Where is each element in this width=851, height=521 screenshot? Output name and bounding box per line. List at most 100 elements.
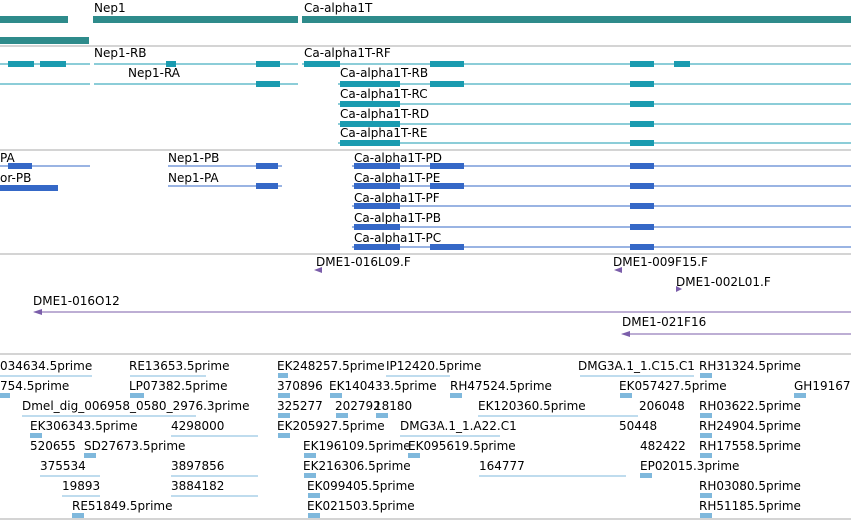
est-block[interactable] (700, 413, 712, 418)
clone-arrow[interactable] (314, 267, 322, 273)
clone-label[interactable]: DME1-016L09.F (316, 255, 411, 269)
transcript-label[interactable]: Ca-alpha1T-RB (340, 66, 428, 80)
transcript-label[interactable]: Nep1-PA (168, 171, 219, 185)
est-label[interactable]: RH17558.5prime (699, 439, 801, 453)
est-block[interactable] (700, 433, 712, 438)
est-block[interactable] (700, 513, 712, 518)
clone-label[interactable]: DME1-002L01.F (676, 275, 771, 289)
est-label[interactable]: RH31324.5prime (699, 359, 801, 373)
clone-label[interactable]: DME1-016O12 (33, 294, 120, 308)
est-label[interactable]: 206048 (639, 399, 685, 413)
est-block[interactable] (376, 413, 388, 418)
est-block[interactable] (700, 373, 712, 378)
est-label[interactable]: EK248257.5prime (277, 359, 385, 373)
transcript-label[interactable]: PA (0, 151, 15, 165)
est-block[interactable] (278, 373, 288, 378)
est-label[interactable]: 754.5prime (0, 379, 69, 393)
est-label[interactable]: IP12420.5prime (386, 359, 481, 373)
est-label[interactable]: Dmel_dig_006958_0580_2976.3prime (22, 399, 250, 413)
est-label[interactable]: RH24904.5prime (699, 419, 801, 433)
est-label[interactable]: 325277 (277, 399, 323, 413)
est-label[interactable]: 482422 (640, 439, 686, 453)
est-block[interactable] (330, 393, 342, 398)
est-label[interactable]: EP02015.3prime (640, 459, 739, 473)
transcript-label[interactable]: Nep1-PB (168, 151, 219, 165)
est-label[interactable]: EK140433.5prime (329, 379, 437, 393)
est-block[interactable] (308, 513, 320, 518)
est-label[interactable]: EK095619.5prime (408, 439, 516, 453)
est-label[interactable]: DMG3A.1_1.C15.C1 (578, 359, 695, 373)
transcript-label[interactable]: Ca-alpha1T-RC (340, 87, 428, 101)
transcript-label[interactable]: Ca-alpha1T-RD (340, 107, 429, 121)
est-label[interactable]: EK205927.5prime (277, 419, 385, 433)
clone-arrow[interactable] (614, 267, 622, 273)
transcript-label[interactable]: Ca-alpha1T-PF (354, 191, 440, 205)
est-block[interactable] (30, 433, 42, 438)
est-label[interactable]: DMG3A.1_1.A22.C1 (400, 419, 517, 433)
est-label[interactable]: 520655 (30, 439, 76, 453)
gene-bar-ca-alpha1t[interactable] (302, 16, 851, 23)
gene-label[interactable]: Ca-alpha1T (304, 1, 373, 15)
est-label[interactable]: RE13653.5prime (129, 359, 230, 373)
est-label[interactable]: EK021503.5prime (307, 499, 415, 513)
est-block[interactable] (308, 493, 320, 498)
est-label[interactable]: SD27673.5prime (84, 439, 185, 453)
gene-bar-left[interactable] (0, 16, 68, 23)
est-label[interactable]: 3884182 (171, 479, 224, 493)
est-label[interactable]: 034634.5prime (0, 359, 92, 373)
est-block[interactable] (336, 413, 348, 418)
est-block[interactable] (304, 453, 316, 458)
est-label[interactable]: 19893 (62, 479, 100, 493)
est-block[interactable] (794, 393, 806, 398)
transcript-label[interactable]: Ca-alpha1T-RE (340, 126, 427, 140)
est-label[interactable]: 375534 (40, 459, 86, 473)
est-label[interactable]: 4298000 (171, 419, 224, 433)
est-label[interactable]: RE51849.5prime (72, 499, 173, 513)
transcript-label[interactable]: Ca-alpha1T-RF (304, 46, 391, 60)
transcript-label[interactable]: or-PB (0, 171, 31, 185)
clone-arrow[interactable] (676, 286, 682, 292)
transcript-label[interactable]: Ca-alpha1T-PE (354, 171, 440, 185)
transcript-label[interactable]: Ca-alpha1T-PC (354, 231, 441, 245)
est-label[interactable]: RH03622.5prime (699, 399, 801, 413)
transcript-label[interactable]: Ca-alpha1T-PD (354, 151, 442, 165)
est-label[interactable]: RH51185.5prime (699, 499, 801, 513)
est-label[interactable]: EK216306.5prime (303, 459, 411, 473)
transcript-label[interactable]: Ca-alpha1T-PB (354, 211, 441, 225)
est-block[interactable] (640, 473, 652, 478)
est-block[interactable] (0, 393, 10, 398)
est-label[interactable]: EK099405.5prime (307, 479, 415, 493)
gene-label[interactable]: Nep1 (94, 1, 126, 15)
transcript-label[interactable]: Nep1-RA (128, 66, 181, 80)
est-block[interactable] (278, 393, 290, 398)
est-block[interactable] (84, 453, 96, 458)
est-block[interactable] (620, 393, 632, 398)
est-block[interactable] (304, 473, 316, 478)
est-label[interactable]: 50448 (619, 419, 657, 433)
est-label[interactable]: 18180 (374, 399, 412, 413)
est-block[interactable] (700, 493, 712, 498)
est-block[interactable] (408, 453, 420, 458)
est-block[interactable] (450, 393, 462, 398)
est-block[interactable] (700, 453, 712, 458)
est-label[interactable]: EK306343.5prime (30, 419, 138, 433)
clone-label[interactable]: DME1-009F15.F (613, 255, 708, 269)
est-block[interactable] (130, 393, 144, 398)
est-label[interactable]: RH47524.5prime (450, 379, 552, 393)
est-label[interactable]: 202792 (335, 399, 381, 413)
est-label[interactable]: RH03080.5prime (699, 479, 801, 493)
est-label[interactable]: EK196109.5prime (303, 439, 411, 453)
est-block[interactable] (72, 513, 84, 518)
transcript-label[interactable]: Nep1-RB (94, 46, 147, 60)
est-block[interactable] (278, 413, 290, 418)
est-block[interactable] (278, 433, 290, 438)
est-label[interactable]: 370896 (277, 379, 323, 393)
gene-bar-nep1[interactable] (93, 16, 298, 23)
clone-label[interactable]: DME1-021F16 (622, 315, 706, 329)
est-label[interactable]: GH19167 (794, 379, 851, 393)
est-label[interactable]: LP07382.5prime (129, 379, 228, 393)
est-label[interactable]: 3897856 (171, 459, 224, 473)
gene-bar-left-2[interactable] (0, 37, 89, 44)
est-label[interactable]: 164777 (479, 459, 525, 473)
est-label[interactable]: EK057427.5prime (619, 379, 727, 393)
